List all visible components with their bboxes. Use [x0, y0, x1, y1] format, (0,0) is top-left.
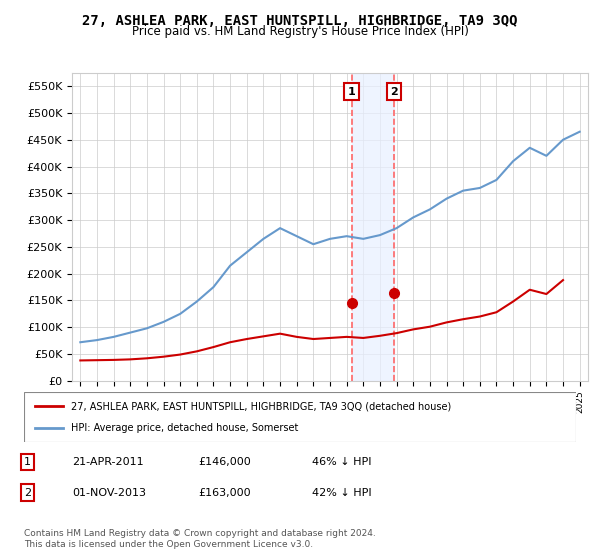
Text: 1: 1	[348, 87, 356, 96]
Text: 46% ↓ HPI: 46% ↓ HPI	[312, 457, 371, 467]
Text: £146,000: £146,000	[198, 457, 251, 467]
Bar	[352, 73, 394, 381]
Text: 2: 2	[24, 488, 31, 498]
Text: 01-NOV-2013: 01-NOV-2013	[72, 488, 146, 498]
FancyBboxPatch shape	[24, 392, 576, 442]
Text: 21-APR-2011: 21-APR-2011	[72, 457, 143, 467]
Text: 1: 1	[24, 457, 31, 467]
Text: 42% ↓ HPI: 42% ↓ HPI	[312, 488, 371, 498]
Text: Price paid vs. HM Land Registry's House Price Index (HPI): Price paid vs. HM Land Registry's House …	[131, 25, 469, 38]
Text: £163,000: £163,000	[198, 488, 251, 498]
Text: HPI: Average price, detached house, Somerset: HPI: Average price, detached house, Some…	[71, 423, 298, 433]
Text: Contains HM Land Registry data © Crown copyright and database right 2024.
This d: Contains HM Land Registry data © Crown c…	[24, 529, 376, 549]
Text: 27, ASHLEA PARK, EAST HUNTSPILL, HIGHBRIDGE, TA9 3QQ (detached house): 27, ASHLEA PARK, EAST HUNTSPILL, HIGHBRI…	[71, 401, 451, 411]
Text: 2: 2	[390, 87, 398, 96]
Text: 27, ASHLEA PARK, EAST HUNTSPILL, HIGHBRIDGE, TA9 3QQ: 27, ASHLEA PARK, EAST HUNTSPILL, HIGHBRI…	[82, 14, 518, 28]
